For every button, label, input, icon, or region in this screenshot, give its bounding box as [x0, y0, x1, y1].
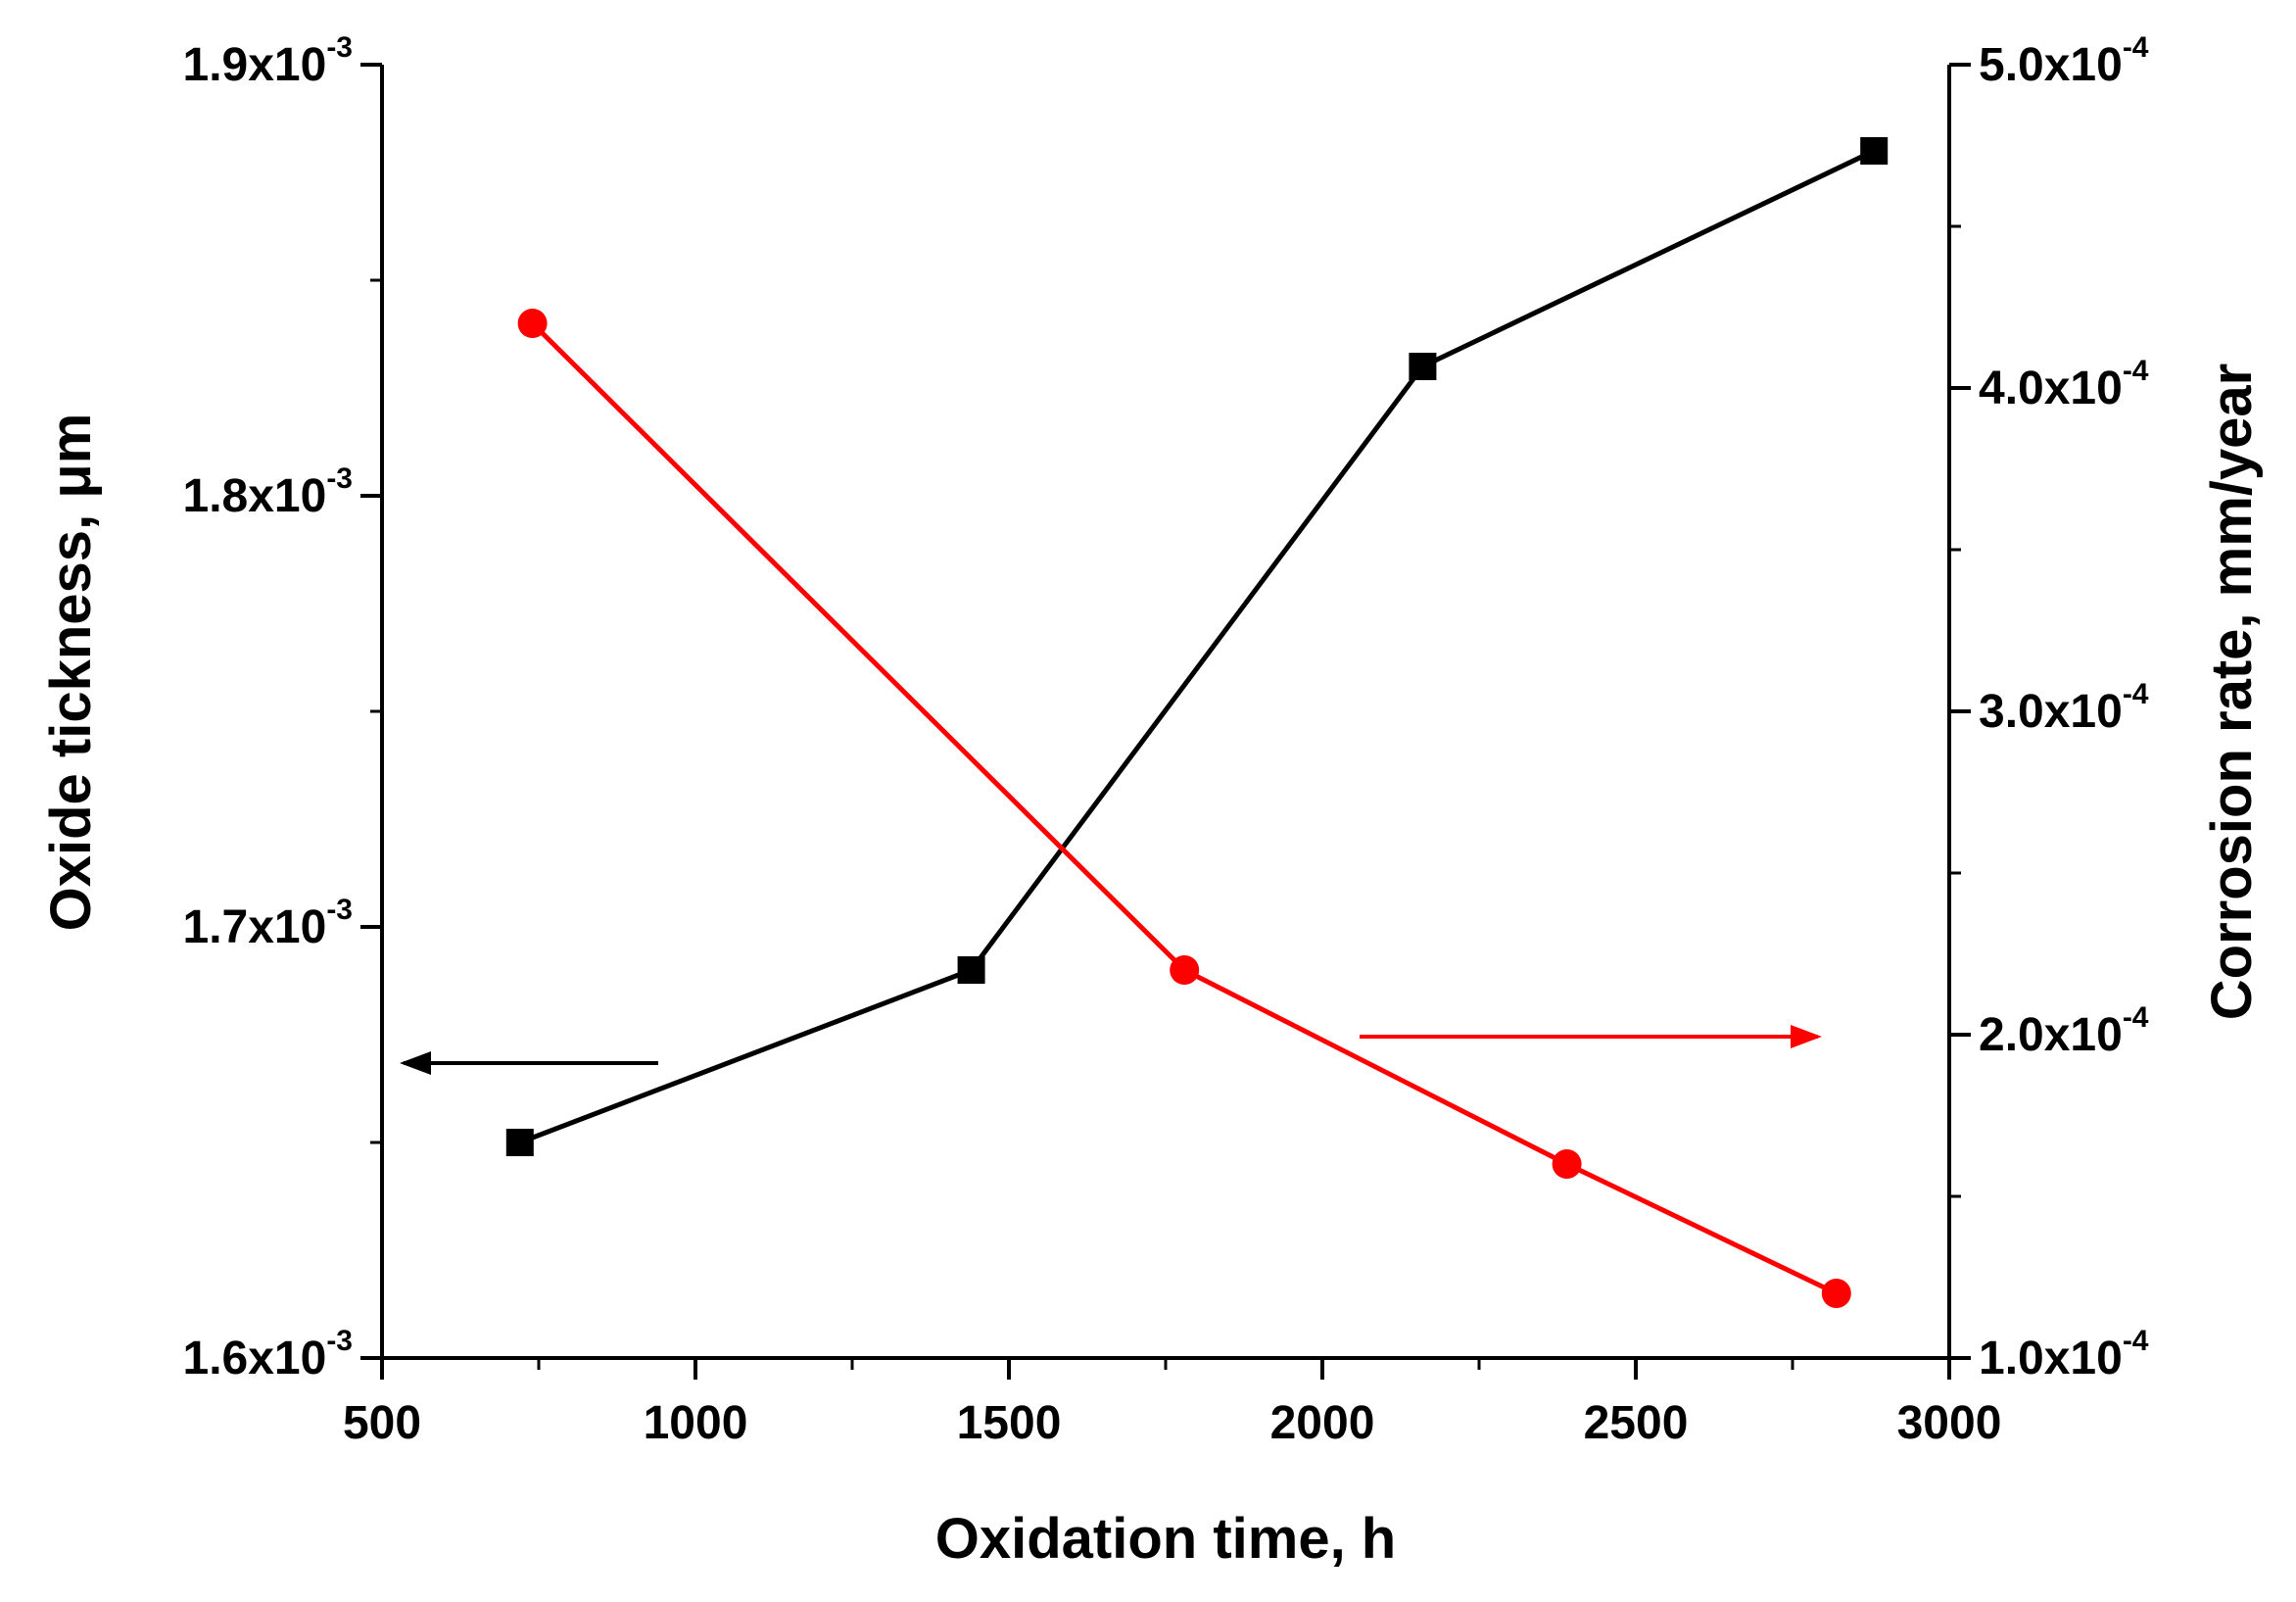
corrosion-rate-point — [1821, 1279, 1851, 1308]
corrosion-rate-point — [517, 309, 548, 338]
oxide-thickness-point — [1409, 353, 1437, 380]
y-right-tick-label: 5.0x10-4 — [1979, 31, 2149, 91]
x-tick-label: 2500 — [1584, 1397, 1689, 1449]
oxide-thickness-line — [518, 148, 1876, 1145]
y-right-axis-title: Corrosion rate, mm/year — [2200, 364, 2264, 1020]
corrosion-rate-point — [1170, 955, 1200, 985]
series-layer — [505, 137, 1889, 1308]
annotations-layer — [400, 1025, 1822, 1075]
x-tick-label: 3000 — [1897, 1397, 2002, 1449]
oxide-thickness-point — [957, 956, 985, 984]
oxide-thickness-point — [1860, 137, 1889, 165]
y-right-tick-label: 1.0x10-4 — [1979, 1325, 2149, 1384]
y-left-tick-label: 1.9x10-3 — [183, 31, 354, 91]
x-axis-title: Oxidation time, h — [935, 1507, 1397, 1571]
y-left-tick-label: 1.8x10-3 — [183, 462, 354, 522]
x-tick-label: 1500 — [957, 1397, 1062, 1449]
x-tick-label: 500 — [343, 1397, 421, 1449]
y-right-tick-label: 2.0x10-4 — [1979, 1001, 2149, 1061]
ticks-layer — [360, 63, 1971, 1380]
y-left-tick-label: 1.7x10-3 — [183, 894, 354, 953]
y-left-tick-label: 1.6x10-3 — [183, 1325, 354, 1384]
y-right-tick-label: 4.0x10-4 — [1979, 355, 2149, 414]
x-tick-label: 1000 — [644, 1397, 748, 1449]
y-left-axis-title: Oxide tickness, μm — [39, 413, 103, 932]
axes-frame — [380, 65, 1951, 1360]
oxide-thickness-point — [505, 1129, 534, 1156]
corrosion-rate-point — [1552, 1149, 1582, 1179]
corrosion-rate-line — [530, 321, 1838, 1296]
x-tick-label: 2000 — [1270, 1397, 1375, 1449]
labels-layer: 500 1000 1500 2000 2500 3000 1.6x10-3 1.7x10-3 1… — [183, 31, 2149, 1449]
y-right-tick-label: 3.0x10-4 — [1979, 678, 2149, 738]
